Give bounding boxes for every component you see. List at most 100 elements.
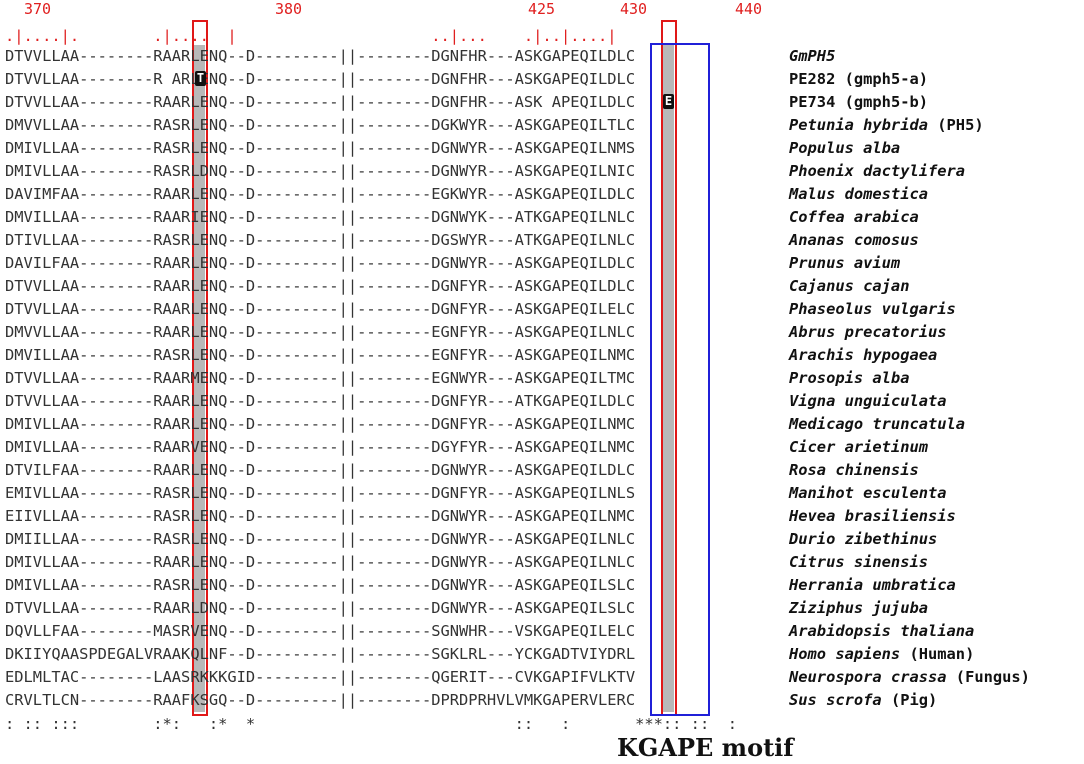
shade-column-433: [663, 45, 674, 712]
sequence-row: DTVVLLAA--------RAARLENQ--D---------||--…: [5, 300, 636, 318]
sequence-row: EDLMLTAC--------LAASRKKKGID---------||--…: [5, 668, 636, 686]
species-name: Herrania umbratica: [789, 576, 956, 594]
species-name: Phaseolus vulgaris: [789, 300, 956, 318]
position-425: 425: [528, 0, 556, 18]
sequence-row: DTVVLLAA--------RAARLDNQ--D---------||--…: [5, 599, 636, 617]
species-name: Citrus sinensis: [789, 553, 928, 571]
species-name: Neurospora crassa: [789, 668, 947, 686]
species-name: PE734: [789, 93, 836, 111]
position-380: 380: [275, 0, 303, 18]
species-label: Neurospora crassa (Fungus): [789, 666, 1030, 689]
species-label: Durio zibethinus: [789, 528, 937, 551]
species-name: Populus alba: [789, 139, 901, 157]
species-label: Malus domestica: [789, 183, 928, 206]
sequence-row: CRVLTLCN--------RAAFKSGQ--D---------||--…: [5, 691, 636, 709]
sequence-row: DKIIYQAASPDEGALVRAAKQLNF--D---------||--…: [5, 645, 636, 663]
sequence-row: DTVVLLAA--------RAARLENQ--D---------||--…: [5, 392, 636, 410]
pe282-mutation-highlight: T: [195, 71, 206, 86]
ruler-ticks: .|....|. .|.... | ..|... .|..|....|: [5, 27, 617, 45]
species-label: Petunia hybrida (PH5): [789, 114, 984, 137]
species-label: Arachis hypogaea: [789, 344, 937, 367]
species-label: Sus scrofa (Pig): [789, 689, 937, 712]
sequence-row: DTVVLLAA--------RAARLENQ--D---------||--…: [5, 47, 636, 65]
species-name: Vigna unguiculata: [789, 392, 947, 410]
species-label: Citrus sinensis: [789, 551, 928, 574]
species-name: PE282: [789, 70, 836, 88]
species-label: Phaseolus vulgaris: [789, 298, 956, 321]
species-name: Petunia hybrida: [789, 116, 928, 134]
species-name: Sus scrofa: [789, 691, 882, 709]
sequence-row: DTVVLLAA--------RAARMENQ--D---------||--…: [5, 369, 636, 387]
position-430: 430: [620, 0, 648, 18]
species-note: (Pig): [881, 691, 938, 709]
species-label: Prunus avium: [789, 252, 900, 275]
sequence-row: DMIILLAA--------RASRLENQ--D---------||--…: [5, 530, 636, 548]
sequence-row: DMIVLLAA--------RAARLENQ--D---------||--…: [5, 415, 636, 433]
kgape-motif-box: [650, 43, 710, 716]
species-label: Ananas comosus: [789, 229, 919, 252]
species-name: Phoenix dactylifera: [789, 162, 966, 180]
species-name: Homo sapiens: [789, 645, 901, 663]
species-label: PE734 (gmph5-b): [789, 91, 928, 114]
species-label: Vigna unguiculata: [789, 390, 947, 413]
sequence-row: DTVVLLAA--------RAARLENQ--D---------||--…: [5, 277, 636, 295]
species-label: Coffea arabica: [789, 206, 919, 229]
species-name: Rosa chinensis: [789, 461, 919, 479]
sequence-row: EMIVLLAA--------RASRLENQ--D---------||--…: [5, 484, 636, 502]
sequence-row: DMIVLLAA--------RAARVENQ--D---------||--…: [5, 438, 636, 456]
sequence-row: DMVVLLAA--------RASRLENQ--D---------||--…: [5, 116, 636, 134]
pe734-mutation-highlight: E: [663, 94, 674, 109]
species-label: Manihot esculenta: [789, 482, 947, 505]
red-box-column-371: [192, 20, 208, 716]
species-name: Coffea arabica: [789, 208, 919, 226]
sequence-row: DMIVLLAA--------RASRLENQ--D---------||--…: [5, 139, 636, 157]
species-name: Malus domestica: [789, 185, 928, 203]
sequence-row: DMVVLLAA--------RAARLENQ--D---------||--…: [5, 323, 636, 341]
species-name: Durio zibethinus: [789, 530, 938, 548]
species-label: Medicago truncatula: [789, 413, 965, 436]
species-label: GmPH5: [789, 45, 835, 68]
sequence-row: DTVVLLAA--------R ARLENQ--D---------||--…: [5, 70, 636, 88]
sequence-row: DTIVLLAA--------RASRLENQ--D---------||--…: [5, 231, 636, 249]
species-name: Abrus precatorius: [789, 323, 947, 341]
sequence-row: DQVLLFAA--------MASRVENQ--D---------||--…: [5, 622, 636, 640]
species-label: Rosa chinensis: [789, 459, 919, 482]
species-name: Ananas comosus: [789, 231, 919, 249]
sequence-row: DMIVLLAA--------RASRLENQ--D---------||--…: [5, 576, 636, 594]
sequence-row: DMIVLLAA--------RASRLDNQ--D---------||--…: [5, 162, 636, 180]
species-label: Cajanus cajan: [789, 275, 909, 298]
species-label: Hevea brasiliensis: [789, 505, 956, 528]
sequence-row: EIIVLLAA--------RASRLENQ--D---------||--…: [5, 507, 636, 525]
species-name: Ziziphus jujuba: [789, 599, 928, 617]
sequence-row: DMVILLAA--------RAARIENQ--D---------||--…: [5, 208, 636, 226]
species-note: (Human): [900, 645, 975, 663]
position-440: 440: [735, 0, 763, 18]
species-note: (gmph5-a): [835, 70, 929, 88]
species-note: (PH5): [928, 116, 984, 134]
species-label: Abrus precatorius: [789, 321, 947, 344]
sequence-row: DAVILFAA--------RAARLENQ--D---------||--…: [5, 254, 636, 272]
species-label: Herrania umbratica: [789, 574, 956, 597]
species-label: Populus alba: [789, 137, 900, 160]
position-370: 370: [24, 0, 52, 18]
species-name: Hevea brasiliensis: [789, 507, 956, 525]
motif-label: KGAPE motif: [617, 733, 794, 762]
species-name: Cajanus cajan: [789, 277, 910, 295]
species-name: Arabidopsis thaliana: [789, 622, 975, 640]
species-name: GmPH5: [789, 47, 836, 65]
sequence-row: DTVILFAA--------RAARLENQ--D---------||--…: [5, 461, 636, 479]
species-label: Homo sapiens (Human): [789, 643, 974, 666]
sequence-row: DMIVLLAA--------RAARLENQ--D---------||--…: [5, 553, 636, 571]
species-note: (gmph5-b): [835, 93, 929, 111]
species-name: Prunus avium: [789, 254, 901, 272]
sequence-row: DMVILLAA--------RASRLENQ--D---------||--…: [5, 346, 636, 364]
species-label: Ziziphus jujuba: [789, 597, 928, 620]
species-label: Cicer arietinum: [789, 436, 928, 459]
species-name: Arachis hypogaea: [789, 346, 938, 364]
species-name: Medicago truncatula: [789, 415, 966, 433]
species-label: Phoenix dactylifera: [789, 160, 965, 183]
species-name: Cicer arietinum: [789, 438, 928, 456]
conservation-line: : :: ::: :*: :* * :: : ***:: :: :: [5, 715, 738, 733]
sequence-row: DTVVLLAA--------RAARLENQ--D---------||--…: [5, 93, 636, 111]
species-note: (Fungus): [946, 668, 1030, 686]
